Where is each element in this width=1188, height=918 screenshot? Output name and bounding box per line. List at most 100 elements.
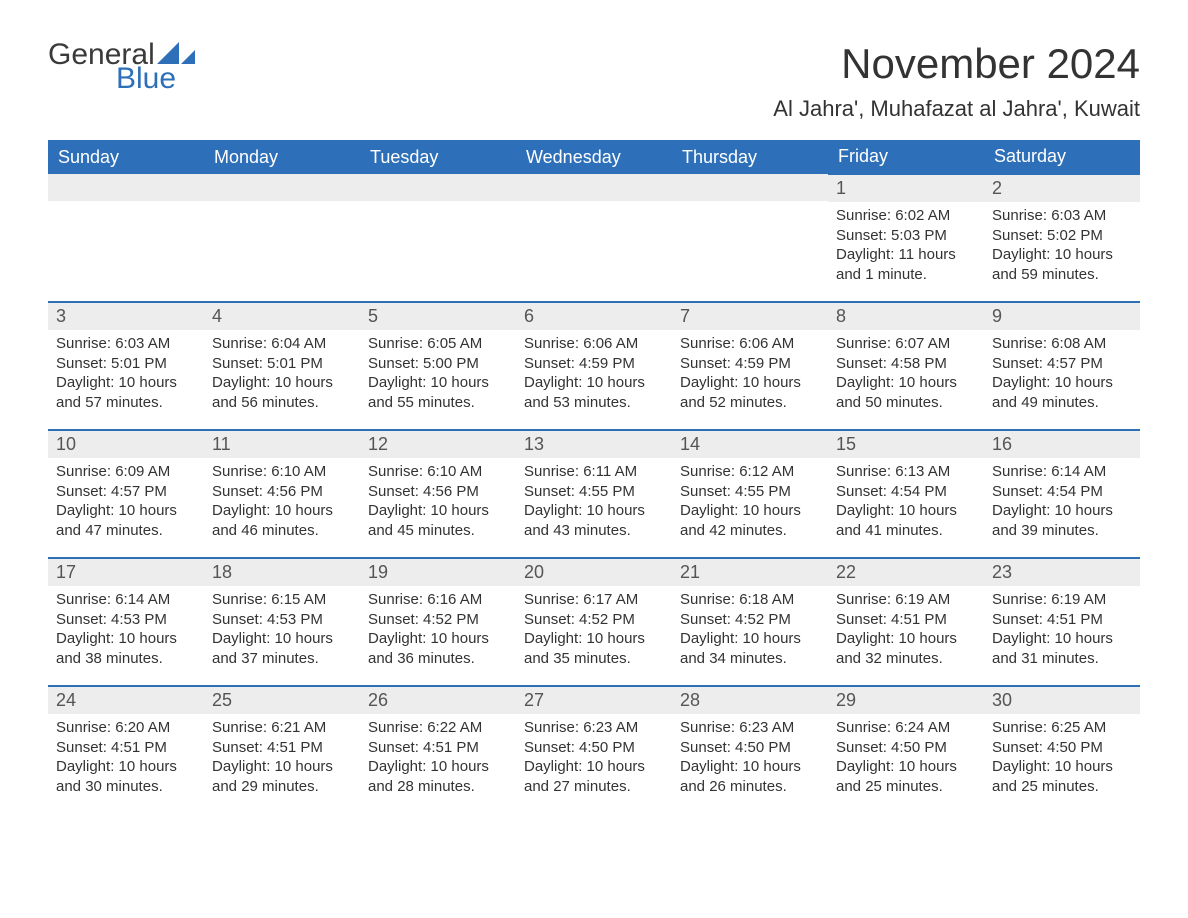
calendar-day-cell: 17Sunrise: 6:14 AMSunset: 4:53 PMDayligh… (48, 558, 204, 686)
calendar-day-cell: 8Sunrise: 6:07 AMSunset: 4:58 PMDaylight… (828, 302, 984, 430)
sunset-text: Sunset: 4:58 PM (836, 354, 976, 374)
calendar-day-cell: 26Sunrise: 6:22 AMSunset: 4:51 PMDayligh… (360, 686, 516, 814)
day-details: Sunrise: 6:07 AMSunset: 4:58 PMDaylight:… (828, 330, 984, 420)
sunrise-text: Sunrise: 6:18 AM (680, 590, 820, 610)
day-details: Sunrise: 6:14 AMSunset: 4:53 PMDaylight:… (48, 586, 204, 676)
calendar-day-cell: 5Sunrise: 6:05 AMSunset: 5:00 PMDaylight… (360, 302, 516, 430)
sunset-text: Sunset: 5:01 PM (56, 354, 196, 374)
day-number: 8 (828, 303, 984, 330)
sunrise-text: Sunrise: 6:19 AM (992, 590, 1132, 610)
logo: General Blue (48, 40, 195, 94)
empty-day-strip (672, 174, 828, 201)
calendar-day-cell: 27Sunrise: 6:23 AMSunset: 4:50 PMDayligh… (516, 686, 672, 814)
day-details: Sunrise: 6:13 AMSunset: 4:54 PMDaylight:… (828, 458, 984, 548)
day-number: 11 (204, 431, 360, 458)
calendar-day-cell: 4Sunrise: 6:04 AMSunset: 5:01 PMDaylight… (204, 302, 360, 430)
logo-word-blue: Blue (116, 64, 195, 94)
day-number: 28 (672, 687, 828, 714)
day-number: 1 (828, 175, 984, 202)
sunset-text: Sunset: 4:51 PM (212, 738, 352, 758)
calendar-body: 1Sunrise: 6:02 AMSunset: 5:03 PMDaylight… (48, 174, 1140, 814)
day-number: 13 (516, 431, 672, 458)
title-block: November 2024 Al Jahra', Muhafazat al Ja… (773, 40, 1140, 136)
sunrise-text: Sunrise: 6:06 AM (524, 334, 664, 354)
calendar-day-cell (204, 174, 360, 302)
day-details: Sunrise: 6:04 AMSunset: 5:01 PMDaylight:… (204, 330, 360, 420)
day-number: 29 (828, 687, 984, 714)
day-number: 4 (204, 303, 360, 330)
calendar-day-cell: 13Sunrise: 6:11 AMSunset: 4:55 PMDayligh… (516, 430, 672, 558)
sunset-text: Sunset: 4:53 PM (212, 610, 352, 630)
day-number: 19 (360, 559, 516, 586)
day-number: 17 (48, 559, 204, 586)
day-number: 26 (360, 687, 516, 714)
weekday-header: Saturday (984, 140, 1140, 174)
calendar-day-cell: 16Sunrise: 6:14 AMSunset: 4:54 PMDayligh… (984, 430, 1140, 558)
calendar-week-row: 17Sunrise: 6:14 AMSunset: 4:53 PMDayligh… (48, 558, 1140, 686)
sunrise-text: Sunrise: 6:16 AM (368, 590, 508, 610)
day-number: 5 (360, 303, 516, 330)
daylight-text: Daylight: 10 hours and 57 minutes. (56, 373, 196, 412)
daylight-text: Daylight: 10 hours and 29 minutes. (212, 757, 352, 796)
calendar-day-cell: 30Sunrise: 6:25 AMSunset: 4:50 PMDayligh… (984, 686, 1140, 814)
day-details: Sunrise: 6:23 AMSunset: 4:50 PMDaylight:… (672, 714, 828, 804)
sunset-text: Sunset: 4:57 PM (56, 482, 196, 502)
daylight-text: Daylight: 10 hours and 25 minutes. (992, 757, 1132, 796)
daylight-text: Daylight: 10 hours and 26 minutes. (680, 757, 820, 796)
sunset-text: Sunset: 4:59 PM (524, 354, 664, 374)
calendar-day-cell: 19Sunrise: 6:16 AMSunset: 4:52 PMDayligh… (360, 558, 516, 686)
daylight-text: Daylight: 10 hours and 49 minutes. (992, 373, 1132, 412)
calendar-day-cell: 2Sunrise: 6:03 AMSunset: 5:02 PMDaylight… (984, 174, 1140, 302)
day-number: 7 (672, 303, 828, 330)
sunset-text: Sunset: 4:52 PM (524, 610, 664, 630)
day-details: Sunrise: 6:09 AMSunset: 4:57 PMDaylight:… (48, 458, 204, 548)
daylight-text: Daylight: 10 hours and 38 minutes. (56, 629, 196, 668)
daylight-text: Daylight: 10 hours and 34 minutes. (680, 629, 820, 668)
daylight-text: Daylight: 10 hours and 36 minutes. (368, 629, 508, 668)
day-details: Sunrise: 6:14 AMSunset: 4:54 PMDaylight:… (984, 458, 1140, 548)
weekday-header: Sunday (48, 140, 204, 174)
sunrise-text: Sunrise: 6:09 AM (56, 462, 196, 482)
sunrise-text: Sunrise: 6:23 AM (524, 718, 664, 738)
sunset-text: Sunset: 5:01 PM (212, 354, 352, 374)
calendar-day-cell: 25Sunrise: 6:21 AMSunset: 4:51 PMDayligh… (204, 686, 360, 814)
daylight-text: Daylight: 10 hours and 37 minutes. (212, 629, 352, 668)
day-number: 10 (48, 431, 204, 458)
sunrise-text: Sunrise: 6:22 AM (368, 718, 508, 738)
calendar-day-cell: 29Sunrise: 6:24 AMSunset: 4:50 PMDayligh… (828, 686, 984, 814)
day-number: 3 (48, 303, 204, 330)
sunrise-text: Sunrise: 6:06 AM (680, 334, 820, 354)
sunrise-text: Sunrise: 6:21 AM (212, 718, 352, 738)
sunset-text: Sunset: 4:54 PM (836, 482, 976, 502)
calendar-day-cell: 9Sunrise: 6:08 AMSunset: 4:57 PMDaylight… (984, 302, 1140, 430)
sunset-text: Sunset: 4:54 PM (992, 482, 1132, 502)
day-details: Sunrise: 6:23 AMSunset: 4:50 PMDaylight:… (516, 714, 672, 804)
sunset-text: Sunset: 4:50 PM (524, 738, 664, 758)
daylight-text: Daylight: 11 hours and 1 minute. (836, 245, 976, 284)
day-number: 6 (516, 303, 672, 330)
calendar-day-cell: 7Sunrise: 6:06 AMSunset: 4:59 PMDaylight… (672, 302, 828, 430)
daylight-text: Daylight: 10 hours and 41 minutes. (836, 501, 976, 540)
sunset-text: Sunset: 5:00 PM (368, 354, 508, 374)
calendar-day-cell: 15Sunrise: 6:13 AMSunset: 4:54 PMDayligh… (828, 430, 984, 558)
daylight-text: Daylight: 10 hours and 46 minutes. (212, 501, 352, 540)
day-number: 24 (48, 687, 204, 714)
day-number: 12 (360, 431, 516, 458)
sunset-text: Sunset: 4:51 PM (368, 738, 508, 758)
sunset-text: Sunset: 4:51 PM (56, 738, 196, 758)
daylight-text: Daylight: 10 hours and 47 minutes. (56, 501, 196, 540)
sunrise-text: Sunrise: 6:13 AM (836, 462, 976, 482)
day-number: 23 (984, 559, 1140, 586)
sunset-text: Sunset: 4:50 PM (680, 738, 820, 758)
calendar-day-cell: 18Sunrise: 6:15 AMSunset: 4:53 PMDayligh… (204, 558, 360, 686)
sunset-text: Sunset: 4:51 PM (992, 610, 1132, 630)
day-details: Sunrise: 6:19 AMSunset: 4:51 PMDaylight:… (828, 586, 984, 676)
sunrise-text: Sunrise: 6:25 AM (992, 718, 1132, 738)
sunset-text: Sunset: 4:55 PM (524, 482, 664, 502)
calendar-day-cell: 12Sunrise: 6:10 AMSunset: 4:56 PMDayligh… (360, 430, 516, 558)
calendar-week-row: 1Sunrise: 6:02 AMSunset: 5:03 PMDaylight… (48, 174, 1140, 302)
sunset-text: Sunset: 5:02 PM (992, 226, 1132, 246)
sunrise-text: Sunrise: 6:12 AM (680, 462, 820, 482)
daylight-text: Daylight: 10 hours and 45 minutes. (368, 501, 508, 540)
daylight-text: Daylight: 10 hours and 35 minutes. (524, 629, 664, 668)
